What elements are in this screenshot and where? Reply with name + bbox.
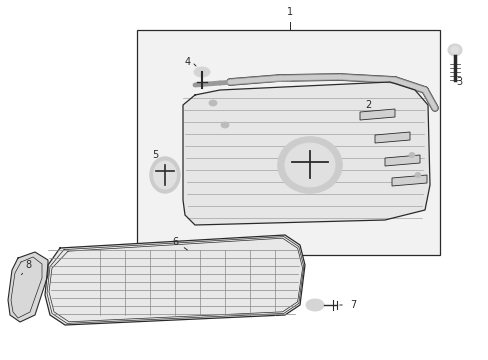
Polygon shape bbox=[359, 109, 394, 120]
Ellipse shape bbox=[221, 122, 228, 128]
Ellipse shape bbox=[447, 44, 461, 56]
Text: 6: 6 bbox=[172, 237, 178, 247]
Text: 8: 8 bbox=[25, 260, 31, 270]
Ellipse shape bbox=[153, 161, 176, 189]
Ellipse shape bbox=[305, 299, 324, 311]
Bar bbox=[137, 30, 439, 255]
Text: 4: 4 bbox=[184, 57, 191, 67]
Text: 5: 5 bbox=[152, 150, 158, 160]
Ellipse shape bbox=[414, 172, 420, 177]
Ellipse shape bbox=[408, 153, 414, 158]
Polygon shape bbox=[384, 155, 419, 166]
Text: 1: 1 bbox=[286, 7, 292, 17]
Ellipse shape bbox=[194, 67, 209, 77]
Polygon shape bbox=[391, 175, 426, 186]
Ellipse shape bbox=[150, 157, 180, 193]
Ellipse shape bbox=[450, 46, 458, 54]
Ellipse shape bbox=[278, 137, 341, 193]
Text: 7: 7 bbox=[349, 300, 355, 310]
Polygon shape bbox=[8, 252, 48, 322]
Ellipse shape bbox=[285, 143, 334, 187]
Polygon shape bbox=[183, 82, 429, 225]
Ellipse shape bbox=[208, 100, 217, 106]
Text: 2: 2 bbox=[364, 100, 370, 110]
Polygon shape bbox=[45, 235, 305, 325]
Polygon shape bbox=[374, 132, 409, 143]
Text: 3: 3 bbox=[455, 77, 461, 87]
